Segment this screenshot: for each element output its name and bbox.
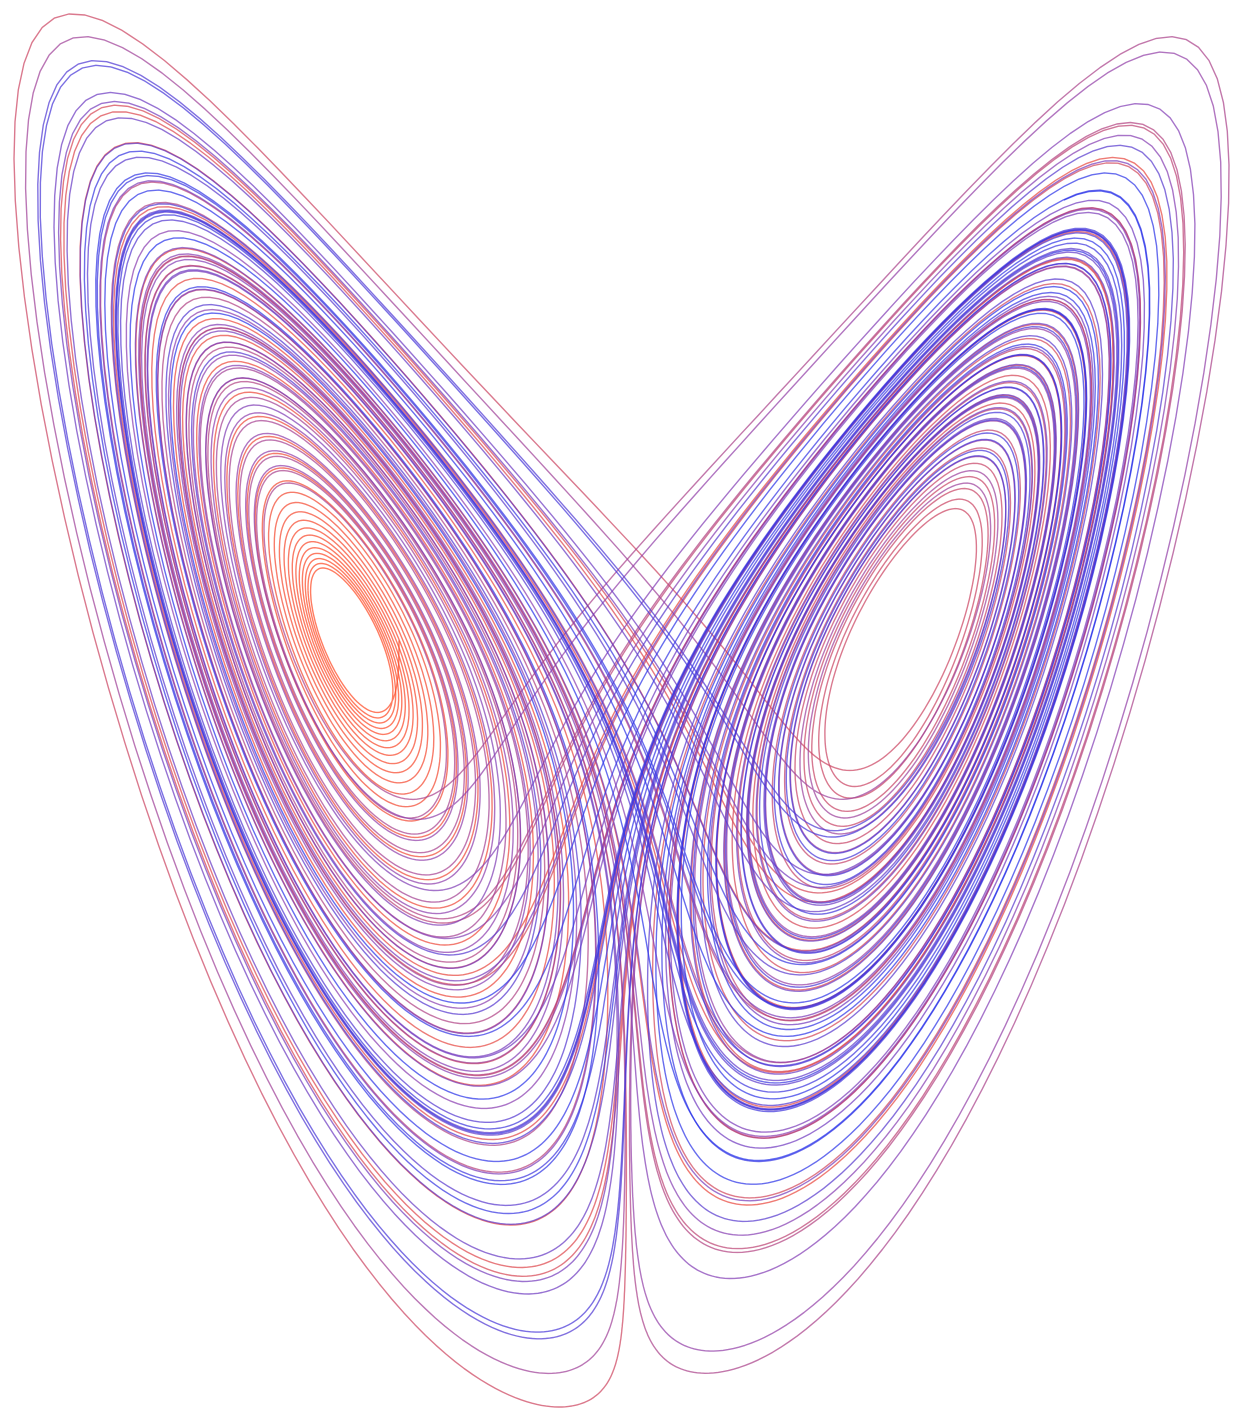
trajectory-segment	[112, 206, 865, 1141]
trajectory-segment	[161, 296, 546, 1025]
trajectory-segment	[115, 210, 910, 1135]
trajectory-segment	[337, 162, 1165, 1199]
trajectory-segment	[207, 380, 832, 963]
trajectory-segment	[364, 160, 1166, 1202]
trajectory-segment	[255, 469, 448, 819]
trajectory-segment	[731, 337, 1072, 974]
trajectory-segment	[212, 121, 1186, 1254]
trajectory-segment	[723, 322, 1080, 992]
trajectory-segment	[583, 229, 1130, 1111]
trajectory-segment	[273, 501, 435, 787]
trajectory-segment	[503, 402, 1036, 929]
trajectory-segment	[735, 345, 1067, 964]
trajectory-segment	[140, 258, 565, 1072]
trajectory-segment	[134, 246, 787, 1087]
trajectory-segment	[125, 230, 1096, 1138]
trajectory-segment	[304, 557, 400, 727]
trajectory-segment	[215, 396, 507, 938]
trajectory-segment	[24, 36, 695, 1375]
trajectory-segment	[169, 312, 575, 1100]
trajectory-segment	[710, 347, 1066, 968]
trajectory-segment	[138, 208, 1141, 1079]
trajectory-segment	[670, 265, 1110, 1063]
trajectory-segment	[87, 249, 1119, 1215]
trajectory-segment	[630, 51, 1222, 1352]
trajectory-segment	[295, 541, 410, 749]
trajectory-segment	[99, 180, 1057, 1175]
trajectory-segment	[671, 278, 1104, 1048]
trajectory-segment	[693, 482, 997, 819]
trajectory-segment	[724, 366, 1056, 988]
trajectory-segment	[37, 60, 1007, 1321]
trajectory-segment	[104, 189, 1100, 1037]
trajectory-segment	[151, 277, 609, 1049]
trajectory-segment	[298, 547, 403, 736]
trajectory-segment	[224, 412, 496, 915]
trajectory-segment	[248, 455, 465, 854]
trajectory-segment	[57, 100, 618, 1283]
trajectory-segment	[667, 298, 1093, 1139]
trajectory-segment	[110, 66, 1010, 862]
trajectory-segment	[803, 475, 996, 812]
trajectory-segment	[287, 527, 414, 756]
trajectory-segment	[83, 150, 1068, 966]
trajectory-segment	[228, 419, 477, 876]
trajectory-segment	[581, 312, 1085, 1087]
trajectory-segment	[438, 36, 1230, 1374]
trajectory-group	[13, 13, 1230, 1408]
trajectory-segment	[253, 443, 742, 842]
trajectory-segment	[551, 172, 1160, 1185]
trajectory-segment	[569, 247, 1120, 1167]
trajectory-segment	[461, 407, 1034, 922]
trajectory-segment	[185, 341, 522, 969]
trajectory-segment	[740, 386, 1045, 954]
trajectory-segment	[192, 354, 514, 953]
trajectory-segment	[226, 415, 493, 909]
trajectory-segment	[13, 13, 978, 1337]
trajectory-segment	[771, 429, 1021, 887]
trajectory-segment	[181, 156, 1168, 1147]
trajectory-segment	[95, 172, 600, 1186]
trajectory-segment	[144, 265, 623, 1064]
trajectory-segment	[818, 498, 989, 799]
trajectory-segment	[307, 567, 400, 719]
trajectory-segment	[178, 327, 529, 986]
trajectory-segment	[235, 432, 469, 861]
trajectory-segment	[198, 364, 551, 991]
trajectory-segment	[692, 262, 1112, 1068]
trajectory-segment	[764, 395, 1040, 904]
trajectory-segment	[505, 144, 1174, 1223]
trajectory-segment	[165, 351, 542, 1016]
trajectory-segment	[96, 174, 1087, 1009]
trajectory-segment	[278, 519, 424, 774]
trajectory-segment	[664, 295, 1094, 1026]
trajectory-segment	[59, 104, 889, 1277]
trajectory-segment	[156, 288, 597, 1105]
trajectory-segment	[661, 291, 1096, 1162]
trajectory-segment	[690, 258, 1114, 1073]
trajectory-segment	[243, 237, 1125, 1163]
trajectory-segment	[261, 480, 442, 808]
trajectory-segment	[66, 117, 915, 1260]
trajectory-segment	[669, 211, 1139, 1133]
trajectory-segment	[167, 308, 578, 1104]
trajectory-segment	[220, 404, 608, 926]
trajectory-segment	[129, 190, 1150, 1162]
trajectory-segment	[794, 447, 1012, 845]
trajectory-segment	[53, 91, 1028, 1137]
trajectory-segment	[746, 394, 1041, 942]
trajectory-segment	[119, 219, 582, 1123]
trajectory-segment	[299, 242, 1123, 1182]
trajectory-segment	[237, 435, 467, 858]
trajectory-segment	[117, 214, 734, 1130]
trajectory-segment	[39, 64, 898, 1333]
trajectory-segment	[86, 156, 1073, 1207]
trajectory-segment	[172, 318, 570, 1061]
trajectory-segment	[323, 199, 1146, 1149]
trajectory-segment	[778, 438, 1016, 877]
trajectory-segment	[773, 411, 1031, 886]
